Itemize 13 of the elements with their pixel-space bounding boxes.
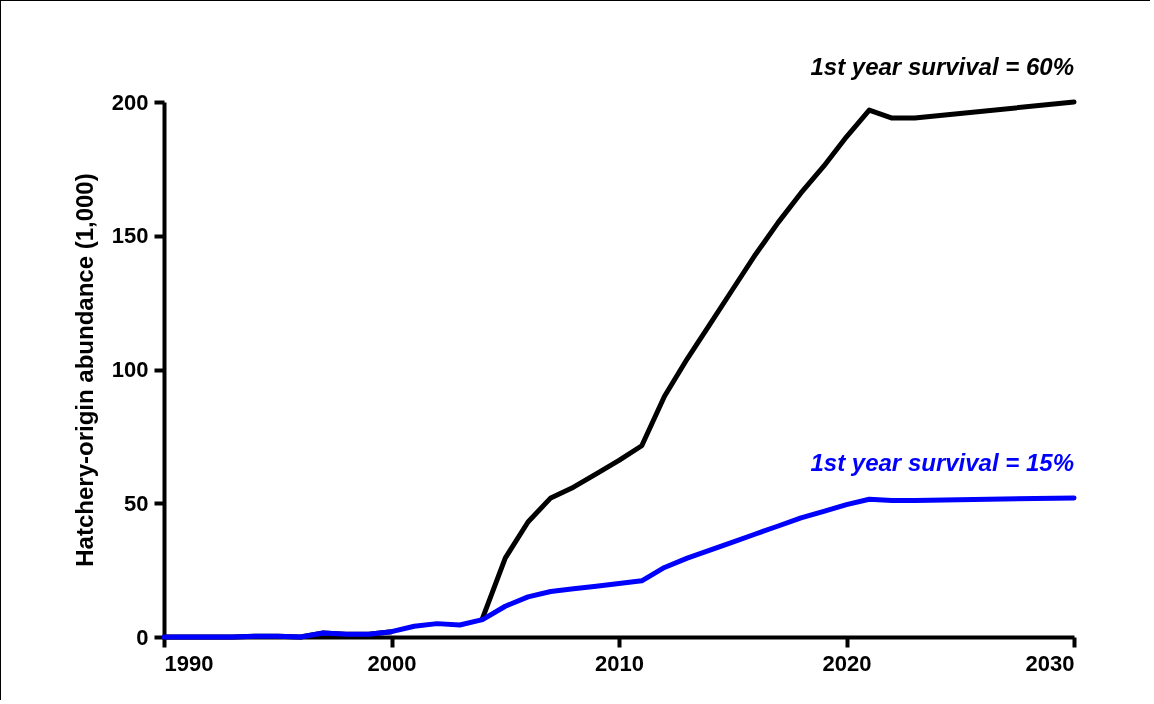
- y-tick-label: 200: [111, 89, 149, 115]
- x-tick-label: 2000: [367, 650, 417, 676]
- y-tick-label: 150: [111, 223, 149, 249]
- y-axis-title: Hatchery-origin abundance (1,000): [70, 173, 98, 567]
- y-tick-label: 100: [111, 357, 149, 382]
- y-tick-label: 50: [124, 490, 149, 516]
- x-tick-label: 1990: [164, 650, 214, 676]
- y-tick-label: 0: [136, 624, 149, 650]
- series-label: 1st year survival = 60%: [810, 53, 1074, 80]
- x-tick-label: 2020: [822, 650, 872, 676]
- x-tick-label: 2010: [595, 650, 644, 676]
- series-label: 1st year survival = 15%: [810, 448, 1074, 476]
- x-tick-label: 2030: [1025, 650, 1075, 676]
